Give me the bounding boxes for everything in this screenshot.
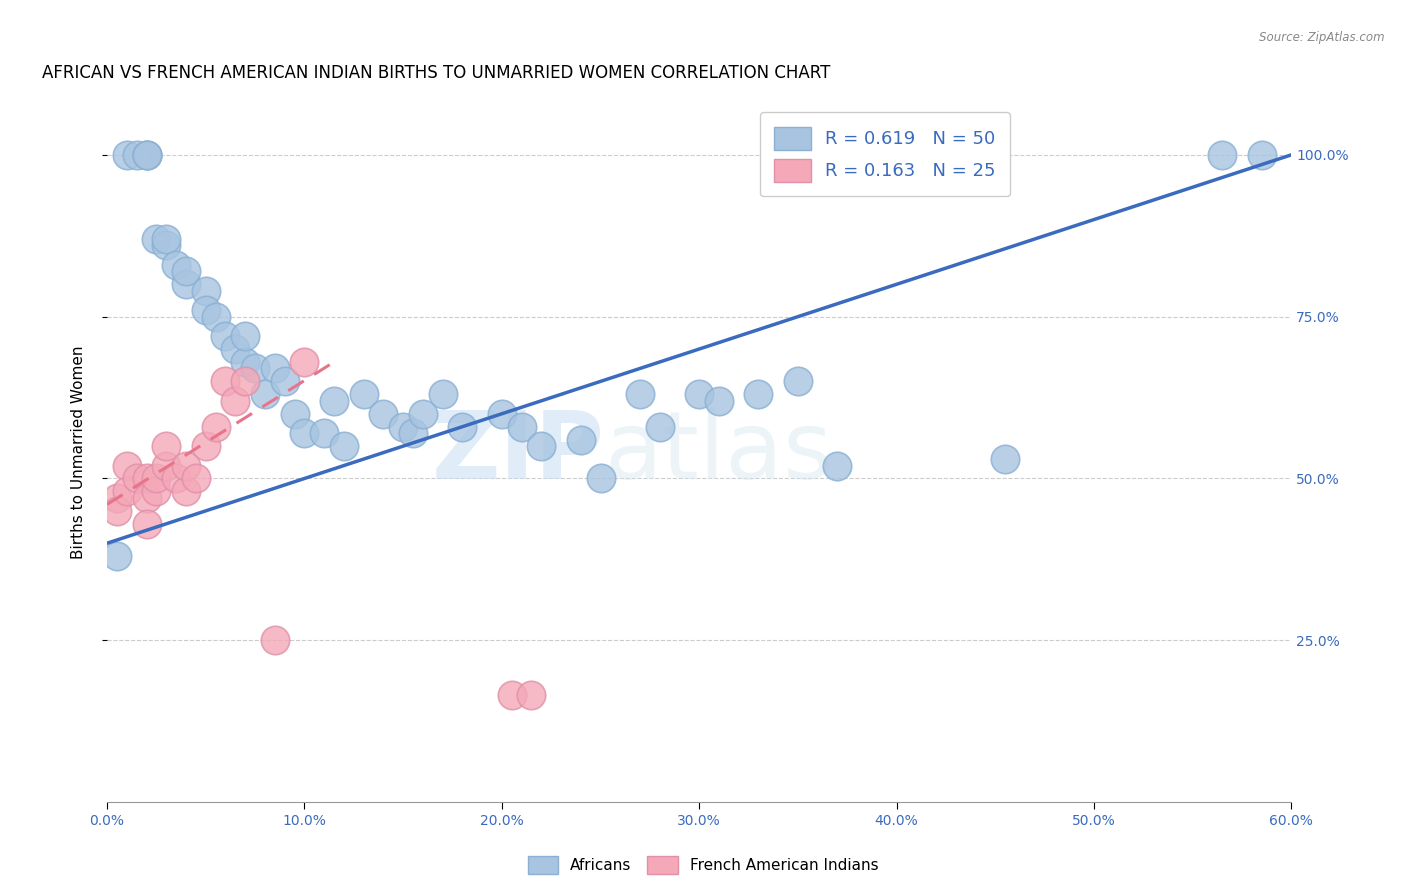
- Point: [323, 393, 346, 408]
- Point: [263, 361, 285, 376]
- Point: [174, 264, 197, 278]
- Point: [115, 458, 138, 473]
- Point: [115, 484, 138, 499]
- Point: [786, 375, 808, 389]
- Point: [155, 232, 177, 246]
- Point: [165, 258, 187, 272]
- Point: [510, 419, 533, 434]
- Point: [402, 426, 425, 441]
- Point: [155, 458, 177, 473]
- Legend: R = 0.619   N = 50, R = 0.163   N = 25: R = 0.619 N = 50, R = 0.163 N = 25: [761, 112, 1010, 196]
- Point: [115, 148, 138, 162]
- Legend: Africans, French American Indians: Africans, French American Indians: [522, 850, 884, 880]
- Point: [530, 439, 553, 453]
- Point: [214, 329, 236, 343]
- Text: Source: ZipAtlas.com: Source: ZipAtlas.com: [1260, 31, 1385, 45]
- Point: [520, 689, 543, 703]
- Point: [314, 426, 336, 441]
- Point: [994, 452, 1017, 467]
- Point: [294, 355, 316, 369]
- Point: [214, 375, 236, 389]
- Point: [135, 148, 157, 162]
- Point: [273, 375, 295, 389]
- Point: [224, 342, 246, 356]
- Point: [165, 471, 187, 485]
- Point: [155, 439, 177, 453]
- Point: [105, 491, 128, 505]
- Point: [589, 471, 612, 485]
- Point: [1250, 148, 1272, 162]
- Point: [105, 504, 128, 518]
- Point: [135, 471, 157, 485]
- Point: [253, 387, 276, 401]
- Point: [827, 458, 849, 473]
- Point: [204, 310, 226, 324]
- Text: ZIP: ZIP: [432, 407, 605, 499]
- Point: [392, 419, 415, 434]
- Point: [174, 484, 197, 499]
- Point: [569, 433, 592, 447]
- Point: [263, 633, 285, 648]
- Point: [224, 393, 246, 408]
- Point: [233, 355, 256, 369]
- Point: [451, 419, 474, 434]
- Point: [1211, 148, 1233, 162]
- Point: [105, 549, 128, 564]
- Point: [707, 393, 730, 408]
- Point: [125, 471, 148, 485]
- Point: [135, 491, 157, 505]
- Text: AFRICAN VS FRENCH AMERICAN INDIAN BIRTHS TO UNMARRIED WOMEN CORRELATION CHART: AFRICAN VS FRENCH AMERICAN INDIAN BIRTHS…: [42, 64, 831, 82]
- Point: [174, 458, 197, 473]
- Point: [145, 232, 167, 246]
- Point: [194, 303, 217, 318]
- Point: [412, 407, 434, 421]
- Point: [432, 387, 454, 401]
- Point: [747, 387, 769, 401]
- Point: [194, 439, 217, 453]
- Point: [135, 148, 157, 162]
- Point: [194, 284, 217, 298]
- Point: [353, 387, 375, 401]
- Text: atlas: atlas: [605, 407, 832, 499]
- Point: [174, 277, 197, 292]
- Point: [688, 387, 710, 401]
- Point: [243, 361, 266, 376]
- Point: [333, 439, 356, 453]
- Point: [491, 407, 513, 421]
- Point: [204, 419, 226, 434]
- Point: [373, 407, 395, 421]
- Point: [628, 387, 651, 401]
- Point: [135, 148, 157, 162]
- Point: [233, 329, 256, 343]
- Point: [501, 689, 523, 703]
- Point: [155, 238, 177, 252]
- Point: [648, 419, 671, 434]
- Point: [284, 407, 307, 421]
- Point: [145, 484, 167, 499]
- Point: [294, 426, 316, 441]
- Y-axis label: Births to Unmarried Women: Births to Unmarried Women: [72, 346, 86, 559]
- Point: [184, 471, 207, 485]
- Point: [125, 148, 148, 162]
- Point: [145, 471, 167, 485]
- Point: [135, 516, 157, 531]
- Point: [233, 375, 256, 389]
